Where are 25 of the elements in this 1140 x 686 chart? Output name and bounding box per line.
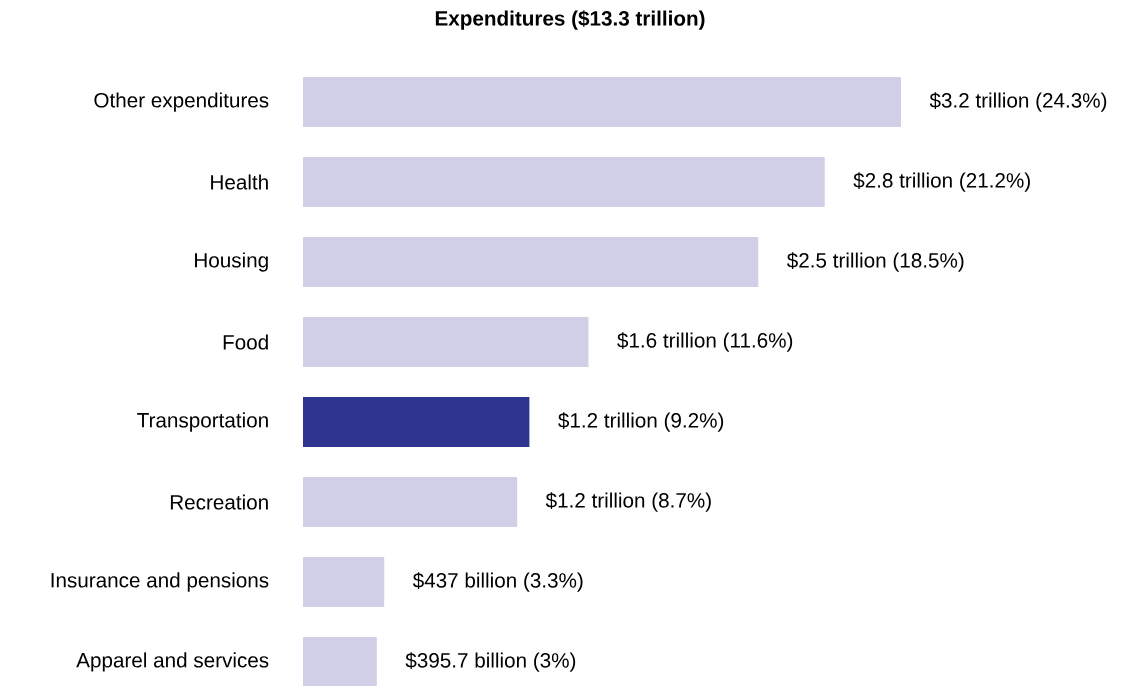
bar bbox=[303, 477, 518, 527]
y-tick-label: Health bbox=[211, 174, 268, 190]
y-tick-label: Insurance and pensions bbox=[51, 572, 269, 592]
y-tick-label: Food bbox=[223, 334, 268, 350]
bar bbox=[303, 397, 530, 447]
y-tick-label: Recreation bbox=[170, 494, 268, 510]
data-label: $1.2 trillion (8.7%) bbox=[545, 492, 711, 512]
bar bbox=[303, 317, 589, 367]
bar bbox=[303, 157, 825, 208]
bar bbox=[303, 636, 377, 686]
bar bbox=[303, 77, 901, 128]
data-label: $3.2 trillion (24.3%) bbox=[929, 92, 1107, 112]
bar bbox=[303, 556, 385, 607]
y-tick-label: Other expenditures bbox=[94, 92, 269, 112]
y-tick-label: Apparel and services bbox=[76, 652, 269, 672]
bar bbox=[303, 237, 759, 287]
data-label: $2.5 trillion (18.5%) bbox=[786, 252, 964, 272]
data-label: $1.2 trillion (9.2%) bbox=[558, 412, 724, 432]
data-label: $437 billion (3.3%) bbox=[412, 572, 583, 592]
chart-title: Expenditures ($13.3 trillion) bbox=[435, 10, 705, 30]
data-label: $395.7 billion (3%) bbox=[405, 652, 576, 672]
y-tick-label: Housing bbox=[195, 252, 268, 272]
data-label: $1.6 trillion (11.6%) bbox=[617, 332, 793, 352]
y-tick-label: Transportation bbox=[137, 412, 268, 432]
data-label: $2.8 trillion (21.2%) bbox=[853, 172, 1030, 192]
